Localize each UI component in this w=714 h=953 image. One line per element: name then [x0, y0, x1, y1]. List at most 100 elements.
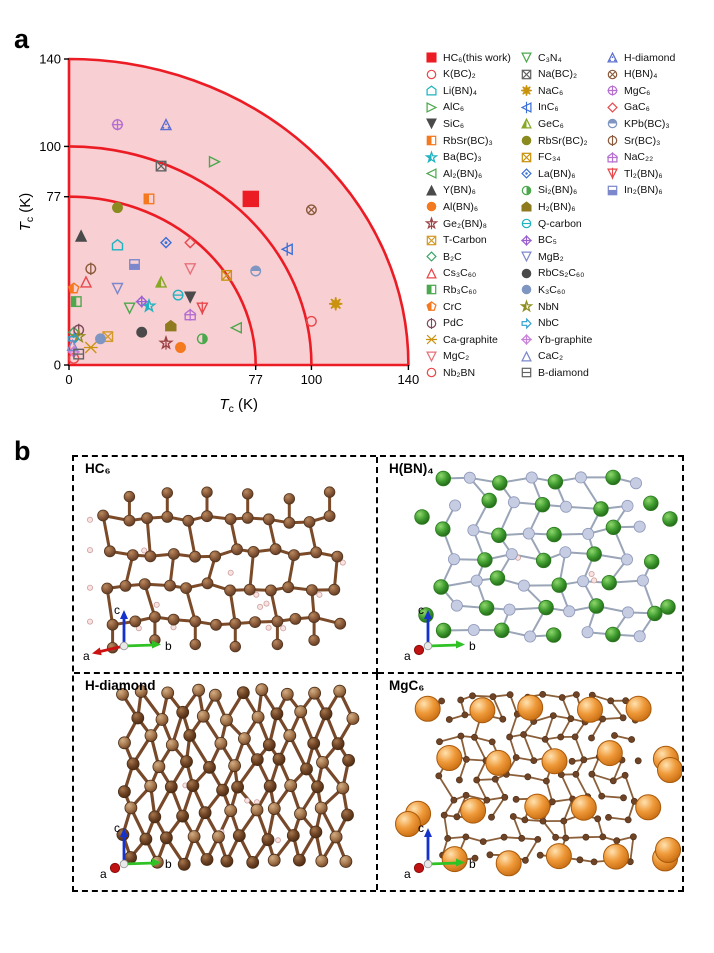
structure-title: HC₆ — [85, 461, 111, 476]
data-point — [305, 204, 317, 216]
legend-item: GaC₆ — [605, 100, 650, 115]
legend-marker — [519, 299, 534, 313]
legend-label: Ba(BC)₃ — [443, 151, 482, 164]
legend-marker — [607, 134, 618, 147]
data-point — [328, 297, 343, 311]
legend-marker — [521, 52, 532, 64]
legend-label: Y(BN)₆ — [443, 184, 476, 197]
legend-marker — [426, 267, 437, 279]
data-point — [68, 332, 80, 346]
data-point — [112, 202, 123, 214]
legend-marker — [426, 235, 437, 245]
legend-marker — [426, 285, 437, 295]
structure-title: H(BN)₄ — [389, 461, 434, 476]
data-point — [79, 275, 93, 288]
legend-label: In₂(BN)₆ — [624, 184, 663, 197]
data-point — [67, 282, 80, 294]
data-point — [135, 295, 148, 308]
legend-item: Ba(BC)₃ — [424, 149, 482, 165]
legend-item: FC₃₄ — [519, 150, 561, 165]
legend-marker — [607, 151, 618, 163]
legend-label: Al(BN)₆ — [443, 200, 479, 213]
y-axis-label: Tc (K) — [17, 193, 36, 232]
legend-marker — [426, 301, 437, 311]
legend-marker — [426, 85, 437, 96]
legend-label: KPb(BC)₃ — [624, 117, 670, 130]
legend-label: InC₆ — [538, 101, 559, 114]
legend-marker — [521, 251, 532, 263]
legend-marker — [521, 334, 532, 345]
legend-label: PdC — [443, 317, 464, 330]
legend-item: Y(BN)₆ — [424, 183, 476, 198]
legend-item: T-Carbon — [424, 233, 487, 248]
data-point — [229, 321, 243, 334]
data-point — [250, 265, 262, 277]
quadrant-hdiamond: H-diamond c b a — [74, 673, 378, 890]
legend-label: GaC₆ — [624, 101, 650, 114]
a-axis-dot — [413, 644, 425, 655]
legend-item: NbN — [519, 299, 559, 314]
legend-label: La(BN)₆ — [538, 167, 576, 180]
data-point — [123, 302, 136, 315]
legend-label: H(BN)₄ — [624, 68, 658, 81]
legend-label: Ca-graphite — [443, 333, 498, 346]
legend-label: MgB₂ — [538, 250, 564, 263]
legend-item: B-diamond — [519, 365, 589, 380]
legend-label: T-Carbon — [443, 234, 487, 247]
legend-item: RbSr(BC)₃ — [424, 133, 493, 148]
x-tick-label: 0 — [65, 372, 72, 387]
legend-item: Cs₃C₆₀ — [424, 266, 476, 281]
legend-marker — [607, 85, 618, 96]
legend-label: Al₂(BN)₆ — [443, 167, 483, 180]
y-tick-label: 140 — [39, 52, 61, 67]
data-point — [160, 236, 172, 249]
a-axis-dot — [109, 862, 121, 874]
crystal-structure-hc6 — [86, 486, 347, 654]
legend-marker — [424, 149, 439, 163]
legend-label: FC₃₄ — [538, 151, 561, 164]
legend-marker — [425, 168, 437, 180]
legend-marker — [426, 317, 437, 329]
x-tick-label: 140 — [398, 372, 420, 387]
legend-label: Li(BN)₄ — [443, 84, 478, 97]
legend-label: MgC₂ — [443, 350, 470, 363]
c-axis-label: c — [418, 821, 424, 835]
legend-label: Na(BC)₂ — [538, 68, 578, 81]
data-point — [66, 338, 79, 351]
legend-label: K(BC)₂ — [443, 68, 476, 81]
legend-marker — [521, 218, 532, 229]
legend-marker — [521, 350, 532, 362]
data-point — [73, 348, 85, 360]
legend-marker — [521, 152, 532, 162]
legend-item: Yb-graphite — [519, 332, 592, 347]
legend-item: Al(BN)₆ — [424, 199, 478, 214]
legend-item: Si₂(BN)₆ — [519, 183, 577, 198]
legend-marker — [521, 285, 532, 295]
data-point — [184, 291, 197, 304]
legend-label: RbSr(BC)₂ — [538, 134, 588, 147]
axis-tripod: c b a — [83, 603, 172, 663]
data-point — [158, 334, 174, 350]
data-point — [305, 315, 317, 327]
legend-label: NaC₂₂ — [624, 151, 654, 164]
legend-marker — [521, 85, 532, 97]
data-point — [172, 289, 184, 301]
legend-marker — [426, 135, 437, 146]
legend-marker — [521, 317, 532, 329]
data-point — [95, 333, 106, 345]
legend-item: RbSr(BC)₂ — [519, 133, 588, 148]
legend-item: AlC₆ — [424, 100, 464, 115]
legend-label: BC₅ — [538, 234, 557, 247]
tc-scatter-chart: 140 100 77 00 77 100 140 Tc (K) Tc (K) — [17, 52, 420, 415]
legend-marker — [521, 135, 532, 146]
legend-marker — [607, 69, 618, 79]
legend-label: MgC₆ — [624, 84, 651, 97]
legend-marker — [426, 351, 437, 363]
x-tick-label: 100 — [301, 372, 323, 387]
axis-tripod: c b a — [100, 821, 172, 881]
legend-item: Al₂(BN)₆ — [424, 166, 482, 181]
legend-marker — [521, 69, 532, 79]
data-point — [196, 301, 209, 315]
legend-item: In₂(BN)₆ — [605, 183, 663, 198]
data-point — [85, 262, 97, 276]
